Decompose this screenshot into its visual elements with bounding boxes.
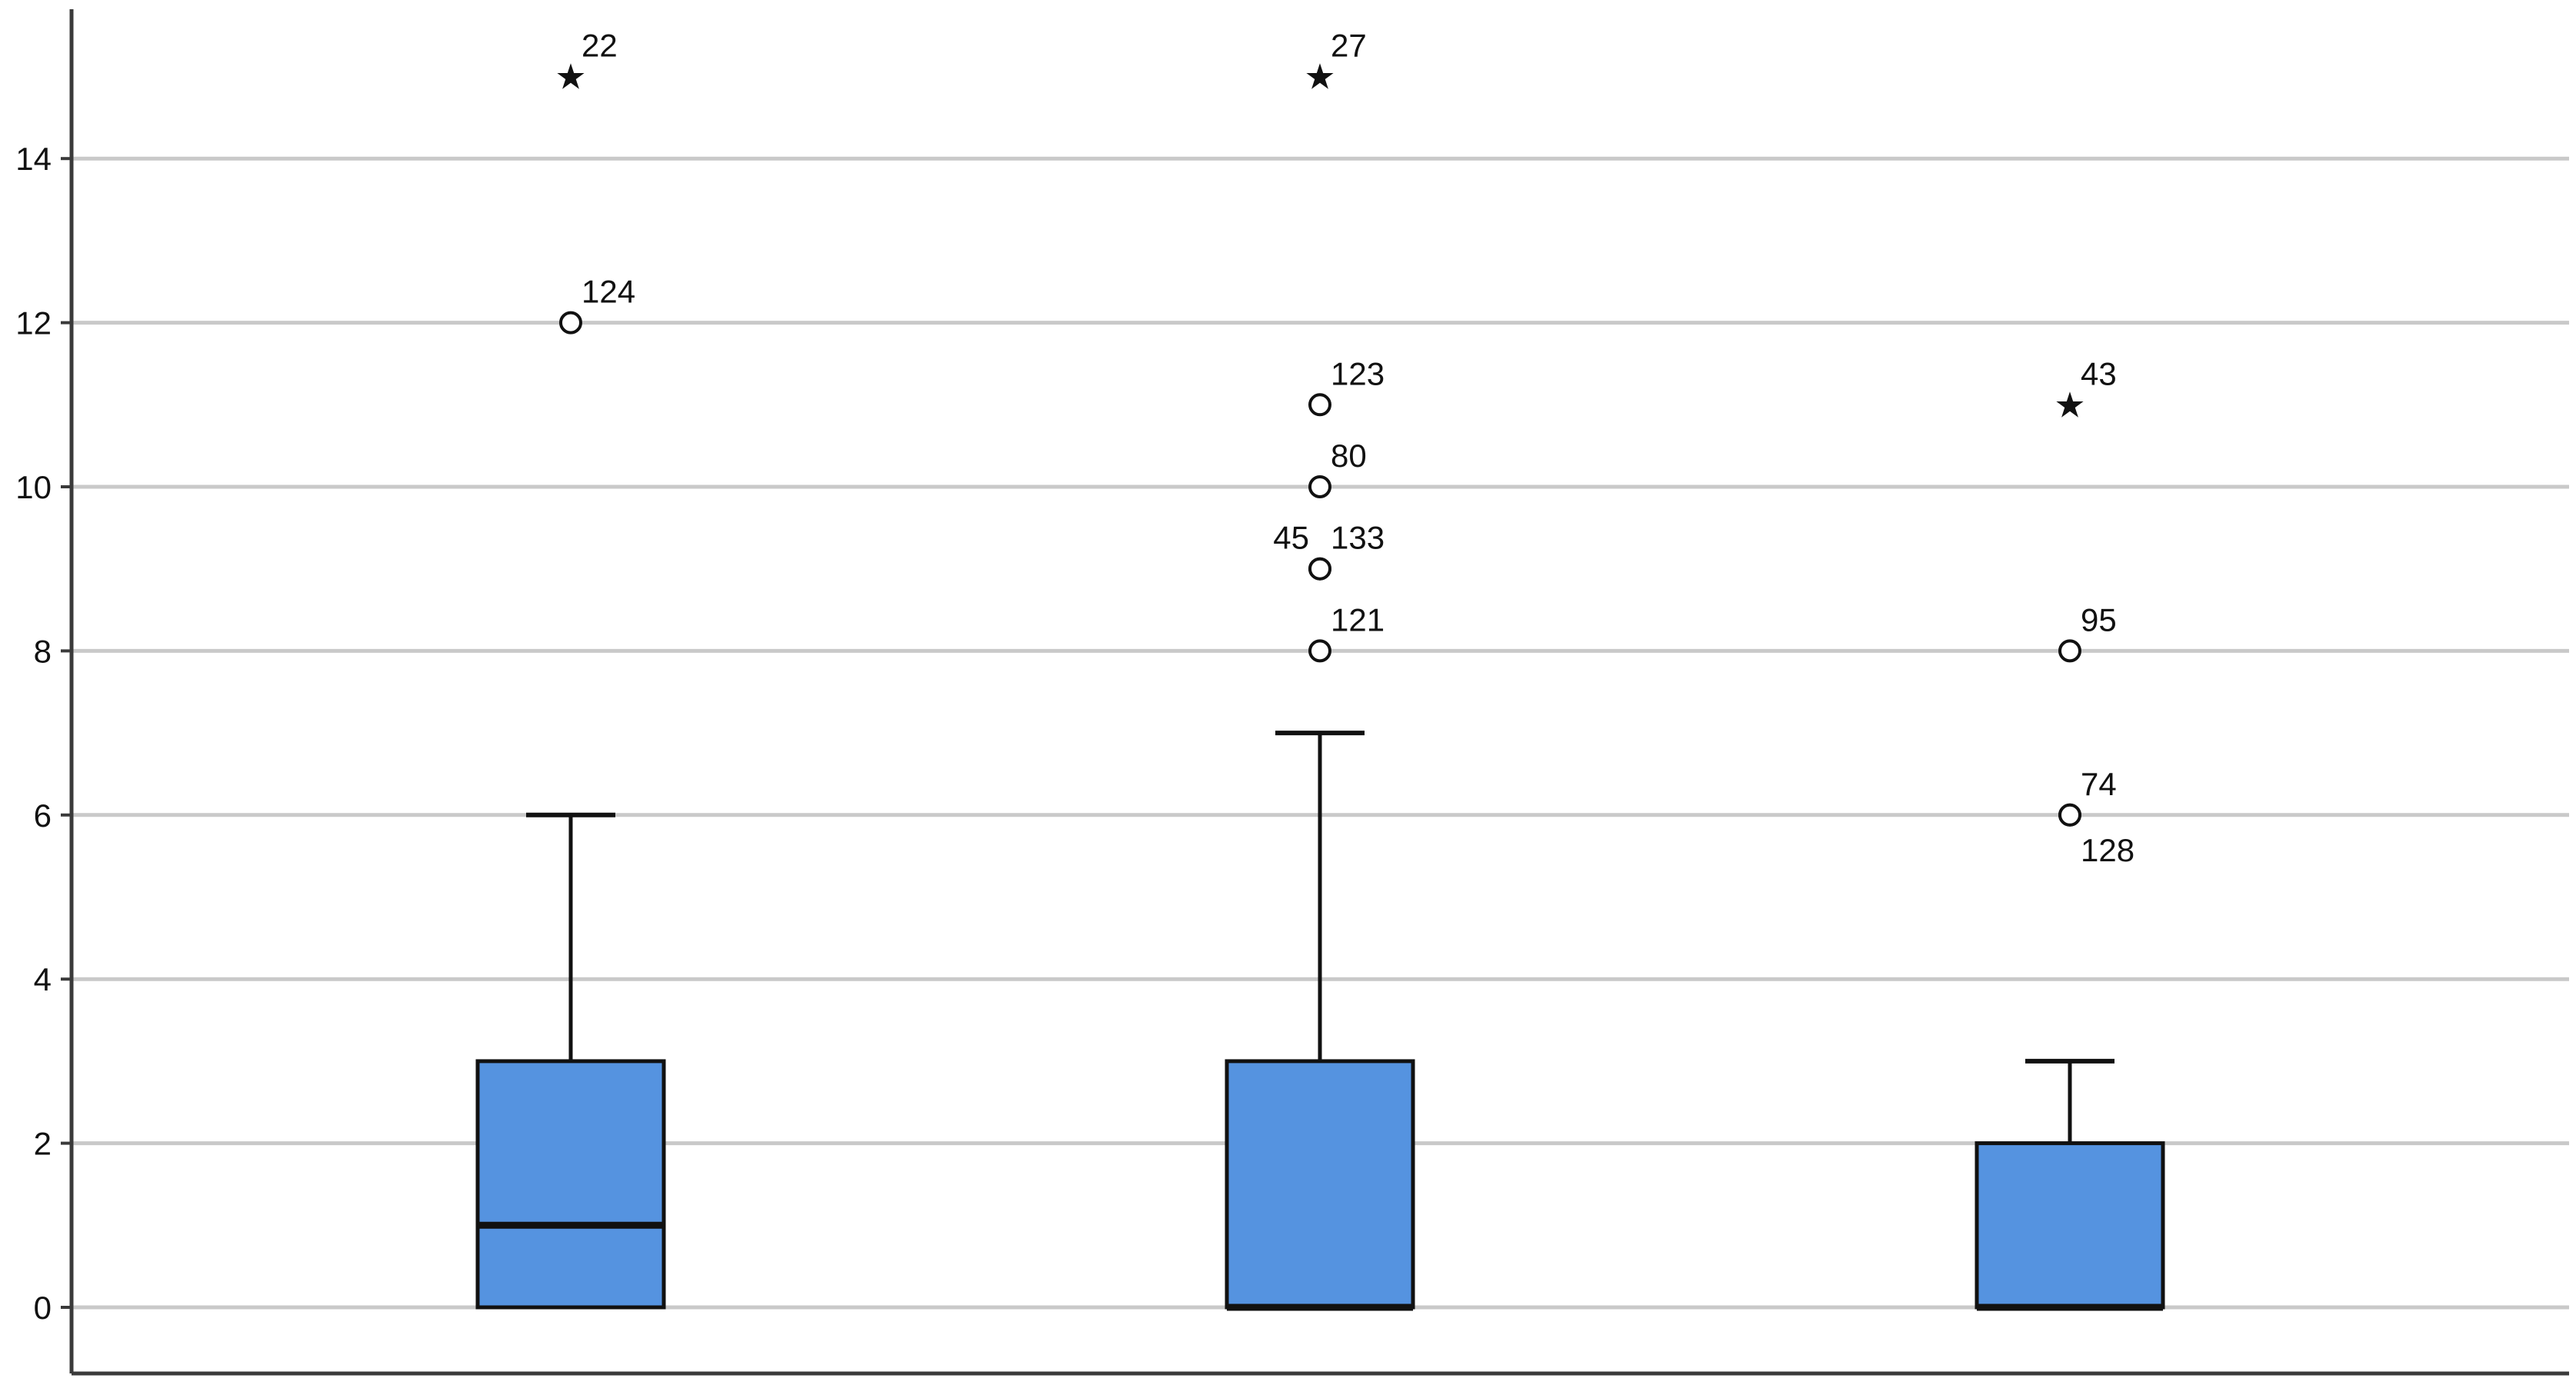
outlier-circle-marker	[1308, 393, 1331, 417]
outlier-label: 43	[2081, 355, 2117, 391]
outlier-label: 133	[1331, 520, 1385, 556]
outlier-star-marker: ★	[1304, 57, 1335, 97]
outlier: 133	[1308, 520, 1385, 581]
outlier-label: 74	[2081, 766, 2117, 802]
y-tick-label: 10	[15, 469, 52, 505]
outlier-circle-marker	[2058, 803, 2081, 827]
outlier: 80	[1308, 438, 1367, 498]
y-tick-label: 14	[15, 141, 52, 177]
extreme-outlier: ★27	[1304, 28, 1366, 97]
outlier-label: 128	[2081, 832, 2134, 868]
outlier-star-marker: ★	[2054, 385, 2085, 424]
outlier: 123	[1308, 355, 1385, 417]
outlier-label: 95	[2081, 601, 2117, 638]
outlier-circle-marker	[1308, 639, 1331, 663]
box-iqr	[475, 1059, 666, 1310]
outlier: 128	[2058, 803, 2134, 868]
outlier-circle-marker	[1308, 475, 1331, 498]
box-group-1	[475, 812, 666, 1310]
box-iqr	[1974, 1141, 2165, 1310]
box-group-3	[1974, 1058, 2165, 1311]
outlier: 124	[559, 274, 635, 335]
extreme-outlier: ★22	[555, 28, 617, 97]
box-group-2	[1225, 731, 1415, 1311]
boxes	[475, 731, 2165, 1311]
outlier-label: 123	[1331, 355, 1385, 391]
outlier-circle-marker	[1308, 557, 1331, 581]
outlier-label: 124	[582, 274, 635, 310]
y-tick-label: 6	[34, 797, 52, 834]
box-iqr	[1225, 1059, 1415, 1310]
outlier-label: 80	[1331, 438, 1367, 474]
outlier-label: 45	[1273, 520, 1309, 556]
outlier-label: 27	[1331, 28, 1367, 64]
outlier-star-marker: ★	[555, 57, 586, 97]
axes: 0 2 4 6 8 10 12 14	[15, 9, 2569, 1376]
outlier-label: 22	[582, 28, 618, 64]
y-tick-label: 8	[34, 633, 52, 669]
outlier-circle-marker	[2058, 639, 2081, 663]
outlier: 121	[1308, 601, 1385, 663]
y-tick-label: 12	[15, 305, 52, 341]
outlier-label: 121	[1331, 601, 1385, 638]
y-tick-label: 2	[34, 1126, 52, 1162]
y-tick-label: 0	[34, 1290, 52, 1326]
y-tick-label: 4	[34, 961, 52, 997]
extreme-outlier: ★43	[2054, 355, 2116, 424]
outlier-circle-marker	[559, 311, 582, 335]
outlier: 95	[2058, 601, 2117, 663]
